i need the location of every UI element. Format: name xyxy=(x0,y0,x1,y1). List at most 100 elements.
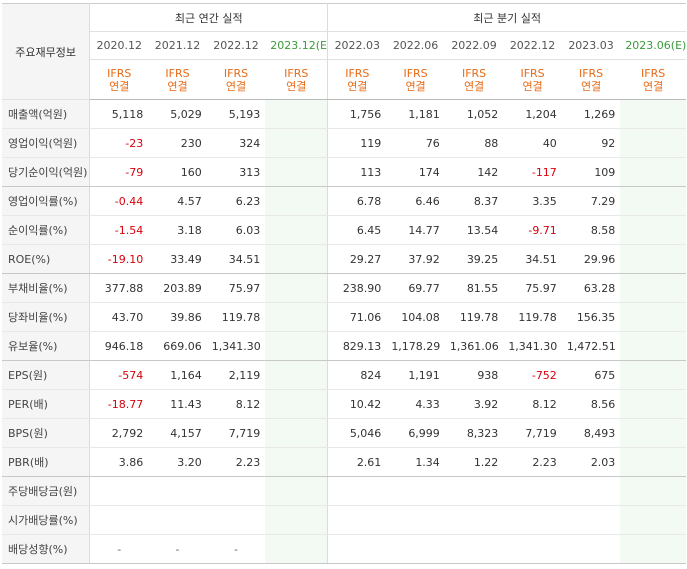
value-cell: 2.61 xyxy=(327,447,387,477)
row-label-header: 주요재무정보 xyxy=(2,3,91,100)
value-cell: 92 xyxy=(561,128,621,158)
value-cell xyxy=(89,476,149,506)
period-quarter-2: 2022.06 xyxy=(386,31,445,60)
table-row: 매출액(억원) 5,118 5,029 5,193 1,756 1,181 1,052 1,2… xyxy=(2,99,686,129)
value-cell: 29.27 xyxy=(327,244,387,274)
value-cell xyxy=(265,215,329,245)
value-cell: 1.34 xyxy=(386,447,445,477)
value-cell: 324 xyxy=(206,128,266,158)
table-row: 부채비율(%) 377.88 203.89 75.97 238.90 69.77 81.55… xyxy=(2,273,686,303)
value-cell xyxy=(620,302,686,332)
value-cell: 37.92 xyxy=(386,244,445,274)
value-cell xyxy=(265,360,329,390)
value-cell: 75.97 xyxy=(206,273,266,303)
value-cell: 8.12 xyxy=(503,389,562,419)
financial-data-body: 매출액(억원) 5,118 5,029 5,193 1,756 1,181 1,052 1,2… xyxy=(2,99,686,564)
value-cell: 81.55 xyxy=(444,273,504,303)
value-cell: 8,323 xyxy=(444,418,504,448)
value-cell: 5,118 xyxy=(89,99,149,129)
value-cell xyxy=(265,447,329,477)
value-cell: 938 xyxy=(444,360,504,390)
value-cell: 3.20 xyxy=(148,447,207,477)
value-cell: - xyxy=(206,534,266,564)
value-cell xyxy=(265,273,329,303)
value-cell: 8.12 xyxy=(206,389,266,419)
value-cell xyxy=(503,534,562,564)
period-quarter-3: 2022.09 xyxy=(444,31,504,60)
value-cell xyxy=(561,505,621,535)
period-annual-2: 2021.12 xyxy=(148,31,207,60)
value-cell: 88 xyxy=(444,128,504,158)
value-cell: 8.56 xyxy=(561,389,621,419)
value-cell: 377.88 xyxy=(89,273,149,303)
value-cell xyxy=(89,505,149,535)
value-cell xyxy=(265,389,329,419)
value-cell: 6.78 xyxy=(327,186,387,216)
value-cell: -0.44 xyxy=(89,186,149,216)
value-cell: 34.51 xyxy=(503,244,562,274)
ifrs-consolidated-label: IFRS 연결 xyxy=(148,59,207,100)
ifrs-label-line2: 연결 xyxy=(167,79,188,93)
ifrs-consolidated-label: IFRS 연결 xyxy=(561,59,621,100)
ifrs-consolidated-label: IFRS 연결 xyxy=(503,59,562,100)
value-cell: 203.89 xyxy=(148,273,207,303)
table-row: 당좌비율(%) 43.70 39.86 119.78 71.06 104.08 119.78… xyxy=(2,302,686,332)
row-label: 배당성향(%) xyxy=(2,534,91,564)
table-row: 순이익률(%) -1.54 3.18 6.03 6.45 14.77 13.54 -9.71 8… xyxy=(2,215,686,245)
value-cell: 119.78 xyxy=(503,302,562,332)
value-cell: 71.06 xyxy=(327,302,387,332)
value-cell: 14.77 xyxy=(386,215,445,245)
value-cell xyxy=(327,534,387,564)
table-row: 영업이익률(%) -0.44 4.57 6.23 6.78 6.46 8.37 3.35 7.2… xyxy=(2,186,686,216)
value-cell xyxy=(148,476,207,506)
value-cell: 1,269 xyxy=(561,99,621,129)
value-cell: 2,792 xyxy=(89,418,149,448)
value-cell: 29.96 xyxy=(561,244,621,274)
value-cell xyxy=(620,476,686,506)
value-cell: 1,361.06 xyxy=(444,331,504,361)
value-cell: 829.13 xyxy=(327,331,387,361)
ifrs-label-line1: IFRS xyxy=(641,66,666,80)
row-label: 당좌비율(%) xyxy=(2,302,91,332)
row-label: 주당배당금(원) xyxy=(2,476,91,506)
table-row: ROE(%) -19.10 33.49 34.51 29.27 37.92 39.25 34.… xyxy=(2,244,686,274)
value-cell xyxy=(265,505,329,535)
value-cell: 669.06 xyxy=(148,331,207,361)
value-cell xyxy=(620,447,686,477)
value-cell: -18.77 xyxy=(89,389,149,419)
value-cell: 8.58 xyxy=(561,215,621,245)
value-cell: 313 xyxy=(206,157,266,187)
value-cell xyxy=(265,534,329,564)
value-cell: 40 xyxy=(503,128,562,158)
row-label: BPS(원) xyxy=(2,418,91,448)
value-cell: 4.33 xyxy=(386,389,445,419)
value-cell: -117 xyxy=(503,157,562,187)
ifrs-consolidated-label: IFRS 연결 xyxy=(386,59,445,100)
value-cell xyxy=(444,534,504,564)
value-cell: 6.46 xyxy=(386,186,445,216)
value-cell: 1,341.30 xyxy=(503,331,562,361)
table-row: PER(배) -18.77 11.43 8.12 10.42 4.33 3.92 8.12 8.… xyxy=(2,389,686,419)
value-cell xyxy=(265,128,329,158)
value-cell xyxy=(206,505,266,535)
value-cell: 119.78 xyxy=(444,302,504,332)
value-cell: 230 xyxy=(148,128,207,158)
value-cell: 2.23 xyxy=(206,447,266,477)
ifrs-label-line1: IFRS xyxy=(107,66,132,80)
value-cell: 3.35 xyxy=(503,186,562,216)
value-cell: 8.37 xyxy=(444,186,504,216)
ifrs-label-line2: 연결 xyxy=(522,79,543,93)
ifrs-label-line2: 연결 xyxy=(225,79,247,93)
value-cell: -19.10 xyxy=(89,244,149,274)
value-cell xyxy=(265,157,329,187)
value-cell: 39.25 xyxy=(444,244,504,274)
value-cell: 1,756 xyxy=(327,99,387,129)
ifrs-label-line1: IFRS xyxy=(461,66,487,80)
value-cell: 3.92 xyxy=(444,389,504,419)
value-cell: 6.45 xyxy=(327,215,387,245)
value-cell: -9.71 xyxy=(503,215,562,245)
value-cell xyxy=(561,534,621,564)
value-cell xyxy=(620,273,686,303)
value-cell xyxy=(620,534,686,564)
value-cell: - xyxy=(148,534,207,564)
